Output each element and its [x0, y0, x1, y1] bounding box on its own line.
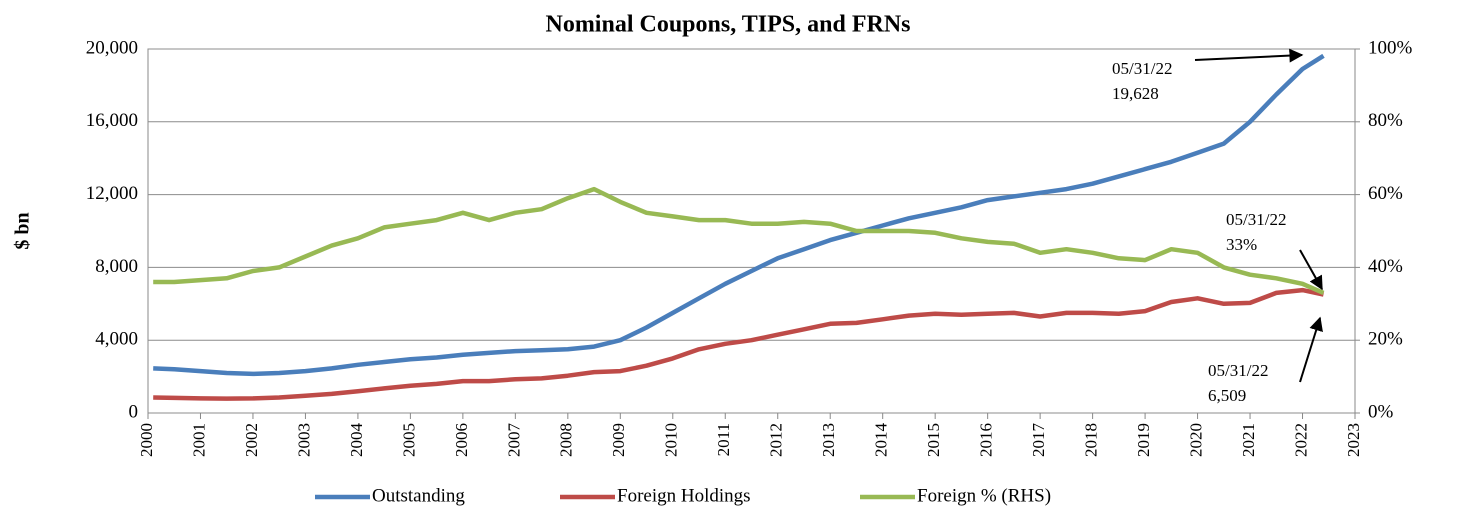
y-axis-label: $ bn: [12, 212, 34, 249]
x-tick-label: 2001: [189, 423, 208, 457]
annotation-arrow: [1299, 316, 1323, 383]
x-tick-label: 2023: [1344, 423, 1363, 457]
x-tick-label: 2018: [1082, 423, 1101, 457]
x-tick-label: 2003: [294, 423, 313, 457]
y2-tick-label: 80%: [1368, 110, 1403, 131]
x-tick-label: 2005: [399, 423, 418, 457]
x-tick-label: 2010: [662, 423, 681, 457]
legend-label: Foreign % (RHS): [917, 485, 1051, 506]
annotation-date: 05/31/22: [1112, 59, 1172, 78]
x-tick-label: 2011: [714, 423, 733, 456]
y2-tick-label: 60%: [1368, 183, 1403, 204]
annotation-label: 19,628: [1112, 84, 1159, 103]
x-tick-label: 2019: [1134, 423, 1153, 457]
series-line: [153, 53, 1325, 377]
x-tick-label: 2017: [1029, 423, 1048, 458]
x-tick-label: 2015: [924, 423, 943, 457]
x-tick-label: 2002: [242, 423, 261, 457]
y-tick-label: 20,000: [86, 37, 138, 58]
y-tick-label: 4,000: [95, 329, 138, 350]
y-tick-label: 0: [129, 401, 139, 422]
x-tick-label: 2022: [1291, 423, 1310, 457]
y2-tick-label: 100%: [1368, 37, 1413, 58]
x-tick-label: 2016: [977, 423, 996, 457]
y2-tick-label: 40%: [1368, 256, 1403, 277]
annotation-label: 6,509: [1208, 386, 1246, 405]
plot-frame: [147, 48, 1356, 414]
x-tick-label: 2004: [347, 423, 366, 458]
chart-title: Nominal Coupons, TIPS, and FRNs: [545, 12, 910, 38]
x-tick-label: 2006: [452, 423, 471, 457]
annotation-date: 05/31/22: [1226, 210, 1286, 229]
y-tick-label: 16,000: [86, 110, 138, 131]
annotation-label: 33%: [1226, 235, 1257, 254]
annotation-date: 05/31/22: [1208, 361, 1268, 380]
legend-label: Foreign Holdings: [617, 485, 751, 506]
x-tick-label: 2009: [609, 423, 628, 457]
annotation-arrow: [1299, 249, 1323, 291]
x-tick-label: 2007: [504, 423, 523, 458]
x-tick-label: 2014: [872, 423, 891, 458]
y2-tick-label: 0%: [1368, 401, 1394, 422]
annotation-arrow: [1194, 48, 1304, 63]
series-line: [153, 186, 1325, 295]
series-line: [153, 287, 1324, 401]
y2-tick-label: 20%: [1368, 329, 1403, 350]
x-tick-label: 2000: [137, 423, 156, 457]
x-tick-label: 2008: [557, 423, 576, 457]
x-tick-label: 2013: [819, 423, 838, 457]
x-tick-label: 2021: [1239, 423, 1258, 457]
y-tick-label: 8,000: [95, 256, 138, 277]
x-tick-label: 2020: [1186, 423, 1205, 457]
legend-label: Outstanding: [372, 485, 465, 506]
y-tick-label: 12,000: [86, 183, 138, 204]
x-tick-label: 2012: [767, 423, 786, 457]
